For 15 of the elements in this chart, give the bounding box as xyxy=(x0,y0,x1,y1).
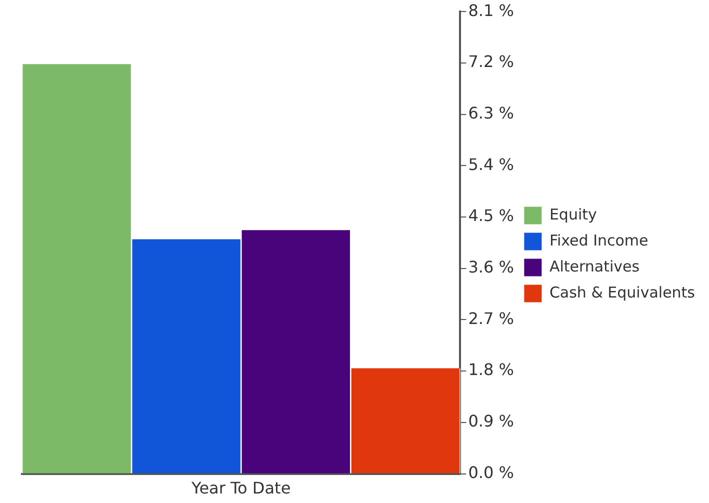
legend-label: Fixed Income xyxy=(549,231,648,250)
legend-label: Alternatives xyxy=(549,257,640,276)
x-tick-label: Year To Date xyxy=(190,478,291,498)
y-tick-label: 4.5 % xyxy=(468,206,514,226)
y-tick-label: 6.3 % xyxy=(468,103,514,122)
y-tick-label: 0.9 % xyxy=(468,412,514,431)
y-tick-label: 7.2 % xyxy=(468,52,514,72)
y-tick-label: 2.7 % xyxy=(468,308,514,328)
y-tick-label: 5.4 % xyxy=(468,154,514,174)
legend-label: Equity xyxy=(549,205,597,224)
y-tick-label: 1.8 % xyxy=(468,360,514,380)
legend-label: Cash & Equivalents xyxy=(549,283,696,302)
y-tick-label: 8.1 % xyxy=(468,0,514,20)
y-tick-label: 0.0 % xyxy=(468,462,514,482)
y-tick-label: 3.6 % xyxy=(468,258,514,277)
